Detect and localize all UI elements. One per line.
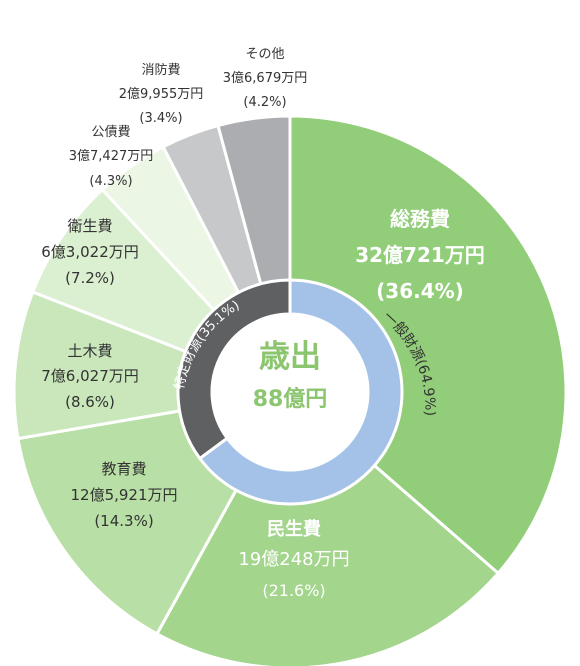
slice-name: 土木費 [67, 342, 112, 360]
slice-name: 衛生費 [67, 217, 112, 235]
slice-percent: (7.2%) [65, 269, 115, 287]
slice-percent: (21.6%) [262, 581, 325, 600]
slice-label-doboku: 土木費 7億6,027万円 (8.6%) [41, 342, 139, 411]
slice-name: 総務費 [390, 207, 450, 231]
slice-label-minsei: 民生費 19億248万円 (21.6%) [238, 518, 349, 600]
center-hole [212, 314, 368, 470]
slice-amount: 2億9,955万円 [119, 86, 204, 102]
slice-label-sonota: その他 3億6,679万円 (4.2%) [223, 47, 308, 110]
slice-label-kyoiku: 教育費 12億5,921万円 (14.3%) [70, 460, 177, 530]
slice-label-shobo: 消防費 2億9,955万円 (3.4%) [119, 62, 204, 126]
slice-name: 消防費 [141, 62, 180, 78]
pie-slice-2 [154, 389, 501, 666]
slice-percent: (4.3%) [89, 174, 132, 189]
slice-percent: (36.4%) [376, 279, 464, 303]
slice-name: その他 [245, 47, 284, 62]
slice-amount: 12億5,921万円 [70, 486, 177, 504]
slice-amount: 19億248万円 [238, 549, 349, 570]
slice-percent: (3.4%) [139, 111, 182, 126]
slice-name: 民生費 [267, 518, 321, 540]
slice-name: 教育費 [101, 460, 146, 478]
pie-slice-1 [288, 114, 568, 576]
center-value: 88億円 [253, 386, 328, 412]
slice-label-eisei: 衛生費 6億3,022万円 (7.2%) [41, 217, 139, 287]
slice-amount: 7億6,027万円 [41, 367, 139, 385]
slice-amount: 3億6,679万円 [223, 70, 308, 86]
slice-label-somu: 総務費 32億721万円 (36.4%) [355, 207, 485, 303]
slice-amount: 32億721万円 [355, 243, 485, 267]
slice-label-kosai: 公債費 3億7,427万円 (4.3%) [69, 125, 154, 189]
slice-amount: 3億7,427万円 [69, 148, 154, 164]
slice-amount: 6億3,022万円 [41, 243, 139, 261]
slice-percent: (8.6%) [65, 393, 115, 411]
slice-percent: (14.3%) [94, 512, 153, 530]
slice-percent: (4.2%) [243, 95, 286, 110]
slice-name: 公債費 [91, 125, 130, 140]
center-title: 歳出 [259, 339, 321, 375]
